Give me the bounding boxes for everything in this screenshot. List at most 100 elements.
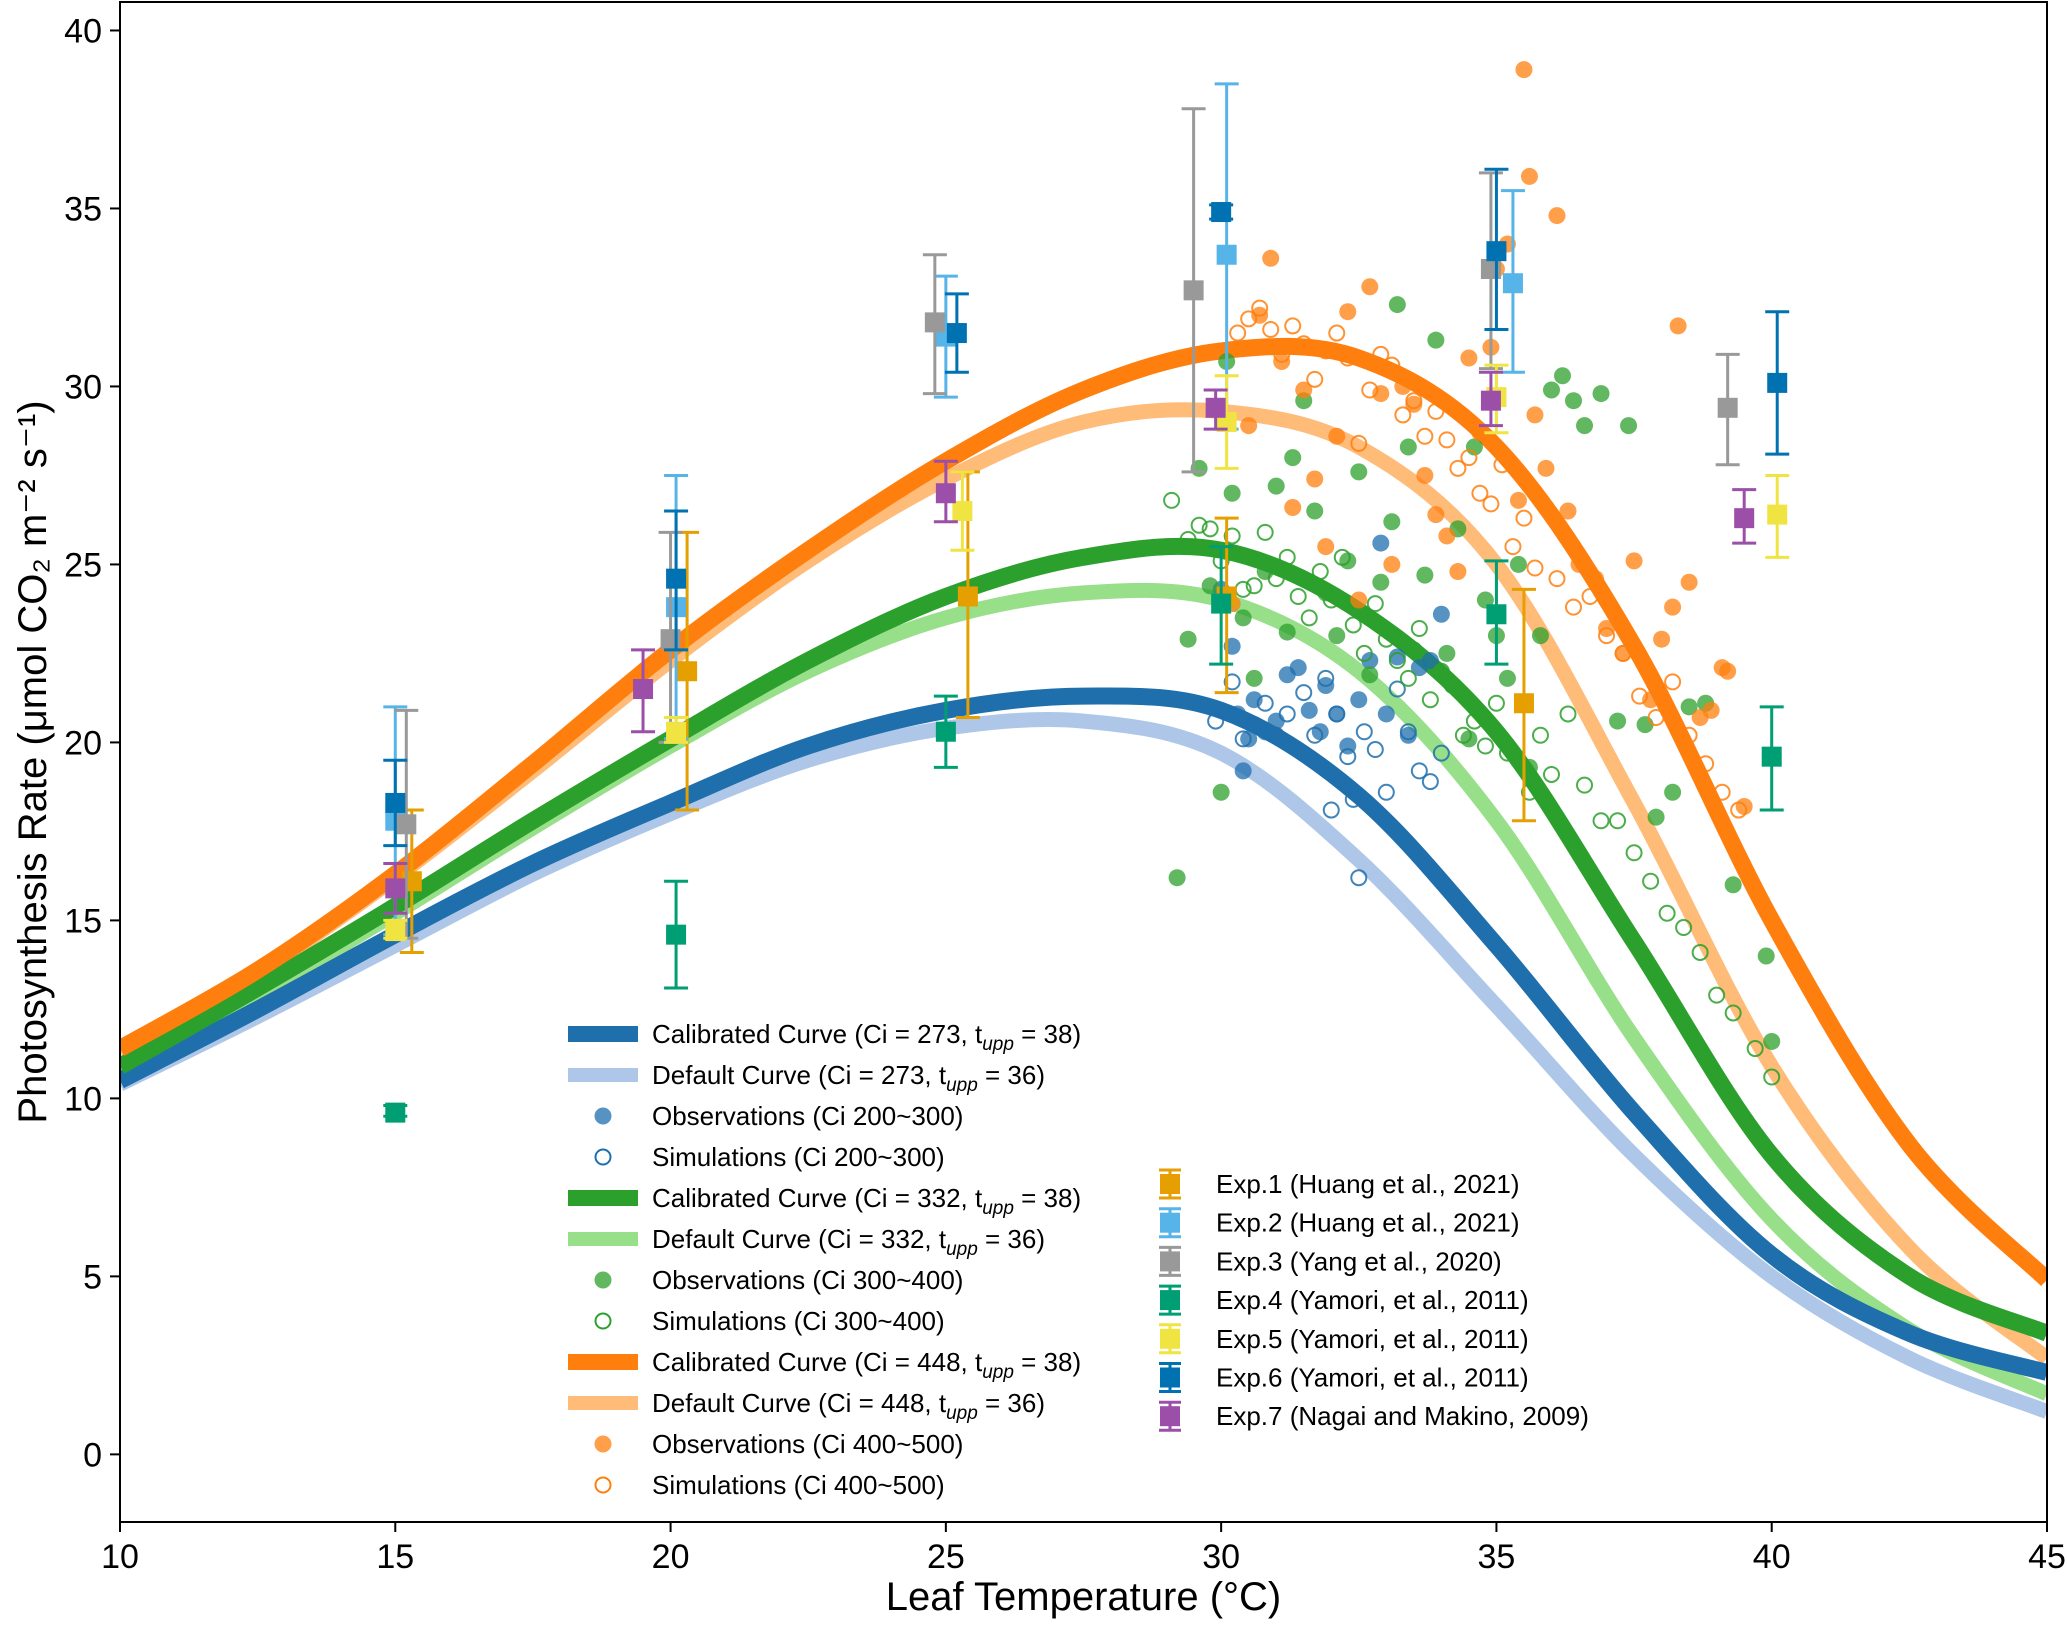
simulation-point [1680,726,1698,744]
simulation-point [1465,712,1483,730]
experiment-square [1486,241,1507,262]
experiment-marker [1715,352,1740,467]
observation-point [1240,417,1258,435]
simulation-point [1207,712,1225,730]
legend-square-swatch [1160,1328,1180,1349]
simulation-point [1306,370,1324,388]
simulation-point [1245,716,1263,734]
legend-entry: Observations (Ci 200~300) [594,1101,963,1131]
simulation-point [1598,627,1616,645]
observation-point [1647,808,1665,826]
experiment-marker [1209,545,1234,666]
simulation-point [1625,844,1643,862]
observation-point [1394,377,1412,395]
simulation-point [1289,587,1307,605]
simulation-point [1581,587,1599,605]
observation-point [1537,459,1555,477]
simulation-point [1344,790,1362,808]
simulation-point [1487,694,1505,712]
observation-point [1416,566,1434,584]
observation-point [1201,577,1219,595]
simulation-point [1443,676,1461,694]
experiment-marker [944,292,969,374]
legend-entry: Exp.4 (Yamori, et al., 2011) [1159,1284,1529,1316]
legend-entry: Default Curve (Ci = 273, tupp = 36) [568,1060,1045,1096]
simulation-point [1273,345,1291,363]
experiment-square [1486,604,1507,625]
simulation-point [1454,726,1472,744]
legend-label: Simulations (Ci 200~300) [652,1142,945,1172]
simulation-point [1328,705,1346,723]
observation-point [1350,691,1368,709]
observation-point [1377,705,1395,723]
legend-entry: Exp.6 (Yamori, et al., 2011) [1159,1362,1529,1393]
curve-calibrated-curve-ci-448-t-upp-38 [120,337,2047,1287]
observation-point [1449,563,1467,581]
observation-point [1405,395,1423,413]
simulation-point [1576,776,1594,794]
legend-marker-swatch [594,1271,612,1289]
experiment-marker [664,509,689,652]
legend-label: Exp.6 (Yamori, et al., 2011) [1216,1363,1529,1393]
experiment-square [385,1102,406,1123]
simulation-point [1317,669,1335,687]
experiment-marker [1203,388,1228,431]
experiment-square [935,483,956,504]
simulation-point [1730,801,1748,819]
experiment-marker [383,1102,408,1123]
simulation-point [1520,783,1538,801]
observation-point [1427,331,1445,349]
observation-point [1388,648,1406,666]
experiment-marker [1484,167,1509,331]
simulation-point [1427,402,1445,420]
y-tick-label: 5 [83,1258,102,1296]
observation-point [1548,207,1566,225]
legend-entry: Calibrated Curve (Ci = 273, tupp = 38) [568,1019,1081,1055]
legend-entry: Exp.2 (Huang et al., 2021) [1159,1207,1520,1239]
observation-point [1653,630,1671,648]
observation-point [1542,381,1560,399]
simulation-point [1383,356,1401,374]
experiment-square [396,814,417,835]
observation-point [1300,701,1318,719]
experiment-square [957,586,978,607]
simulation-point [1284,317,1302,335]
observation-point [1229,705,1247,723]
observation-point [1570,555,1588,573]
observation-point [1680,573,1698,591]
observation-point [1317,538,1335,556]
simulation-point [1311,563,1329,581]
experiments-layer [383,82,1790,1123]
simulation-point [1251,299,1269,317]
experiment-square [385,792,406,813]
curve-calibrated-curve-ci-332-t-upp-38 [120,537,2047,1342]
legend-label: Default Curve (Ci = 448, tupp = 36) [652,1388,1045,1424]
observation-point [1460,349,1478,367]
simulation-point [1267,726,1285,744]
scatter-layer [1163,61,1781,1086]
simulation-point [1223,673,1241,691]
observation-point [1245,691,1263,709]
legend-marker-swatch [594,1312,612,1330]
experiment-marker [383,861,408,915]
simulation-point [1724,1004,1742,1022]
observation-point [1421,652,1439,670]
experiment-square [666,568,687,589]
experiment-marker [383,918,408,942]
simulation-point [1631,687,1649,705]
observation-point [1361,278,1379,296]
legend-label: Exp.3 (Yang et al., 2020) [1216,1246,1502,1276]
simulation-point [1675,919,1693,937]
experiment-square [952,501,973,522]
simulation-point [1328,324,1346,342]
observation-point [1306,502,1324,520]
observation-point [1515,61,1533,79]
experiment-marker [950,470,975,552]
y-tick-label: 15 [64,902,102,940]
experiment-square [1211,593,1232,614]
observation-point [1620,417,1638,435]
observation-point [1361,666,1379,684]
simulation-point [1559,705,1577,723]
simulation-point [1691,943,1709,961]
legend-entry: Default Curve (Ci = 332, tupp = 36) [568,1224,1045,1260]
